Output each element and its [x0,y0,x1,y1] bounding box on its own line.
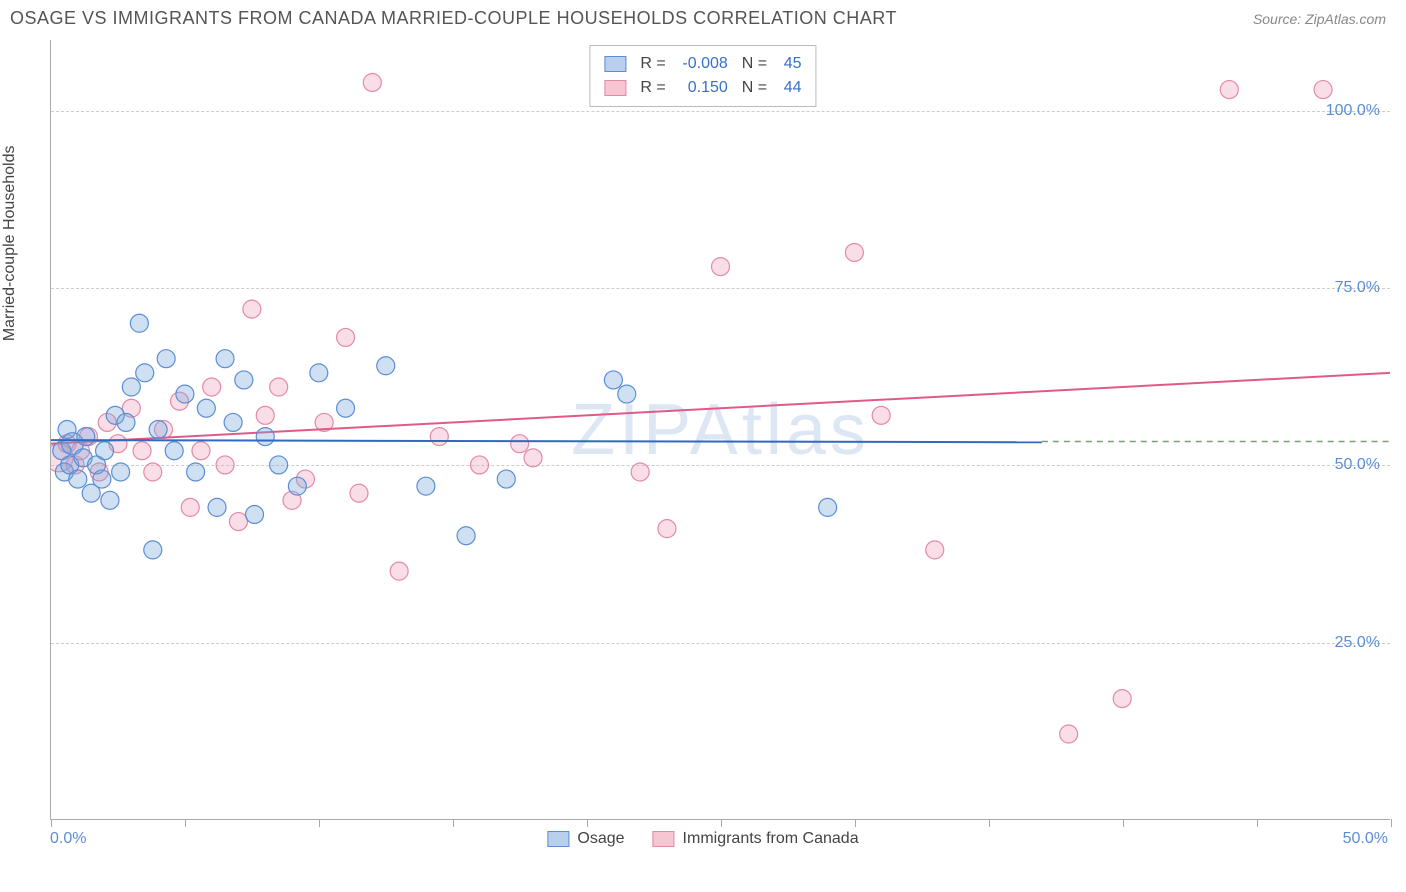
blue-point [122,378,140,396]
pink-point [192,442,210,460]
x-tick [721,819,722,827]
x-tick [185,819,186,827]
blue-point [224,413,242,431]
pink-point [1220,81,1238,99]
y-axis-title: Married-couple Households [1,146,19,342]
x-axis-max-label: 50.0% [1343,830,1388,848]
pink-point [350,484,368,502]
pink-point [144,463,162,481]
pink-point [658,520,676,538]
blue-point [246,505,264,523]
blue-point [604,371,622,389]
pink-point [631,463,649,481]
pink-point [1314,81,1332,99]
pink-point [337,328,355,346]
pink-point [216,456,234,474]
pink-point [243,300,261,318]
pink-point [511,435,529,453]
blue-point [101,491,119,509]
x-tick [51,819,52,827]
blue-point [77,428,95,446]
x-tick [319,819,320,827]
blue-point [69,470,87,488]
blue-point [208,498,226,516]
blue-point [187,463,205,481]
pink-point [1113,690,1131,708]
pink-point [203,378,221,396]
pink-point [363,74,381,92]
blue-point [618,385,636,403]
blue-point [197,399,215,417]
x-tick [855,819,856,827]
correlation-legend: R =-0.008N = 45R =0.150N = 44 [589,45,816,107]
legend-label: Immigrants from Canada [683,830,859,848]
blue-point [130,314,148,332]
blue-point [819,498,837,516]
legend-swatch [604,56,626,72]
legend-swatch [547,831,569,847]
x-tick [453,819,454,827]
blue-point [165,442,183,460]
x-tick [587,819,588,827]
x-tick [1123,819,1124,827]
pink-point [430,428,448,446]
pink-point [872,406,890,424]
x-axis-min-label: 0.0% [50,830,86,848]
blue-point [256,428,274,446]
blue-point [157,350,175,368]
legend-bottom-item: Immigrants from Canada [653,830,859,848]
blue-point [337,399,355,417]
blue-point [288,477,306,495]
chart-plot-area: ZIPAtlas 25.0%50.0%75.0%100.0% [50,40,1390,820]
blue-point [235,371,253,389]
scatter-svg [51,40,1390,819]
pink-point [256,406,274,424]
pink-point [470,456,488,474]
legend-top-row: R =-0.008N = 45 [604,52,801,76]
legend-swatch [653,831,675,847]
pink-point [133,442,151,460]
blue-point [144,541,162,559]
pink-point [712,258,730,276]
blue-point [457,527,475,545]
x-tick [989,819,990,827]
blue-point [96,442,114,460]
pink-point [390,562,408,580]
blue-point [117,413,135,431]
x-tick [1257,819,1258,827]
legend-top-row: R =0.150N = 44 [604,76,801,100]
blue-point [377,357,395,375]
blue-point [310,364,328,382]
pink-point [845,243,863,261]
blue-point [216,350,234,368]
blue-point [136,364,154,382]
series-legend: Osage Immigrants from Canada [547,830,858,848]
pink-point [926,541,944,559]
legend-label: Osage [577,830,624,848]
pink-point [229,513,247,531]
pink-point [524,449,542,467]
x-tick [1391,819,1392,827]
blue-point [149,421,167,439]
blue-point [417,477,435,495]
legend-bottom-item: Osage [547,830,624,848]
blue-point [270,456,288,474]
blue-point [176,385,194,403]
pink-point [270,378,288,396]
blue-point [112,463,130,481]
pink-point [1060,725,1078,743]
legend-swatch [604,80,626,96]
chart-title: OSAGE VS IMMIGRANTS FROM CANADA MARRIED-… [10,8,897,29]
source-label: Source: ZipAtlas.com [1253,11,1386,27]
blue-point [497,470,515,488]
blue-point [93,470,111,488]
pink-point [181,498,199,516]
